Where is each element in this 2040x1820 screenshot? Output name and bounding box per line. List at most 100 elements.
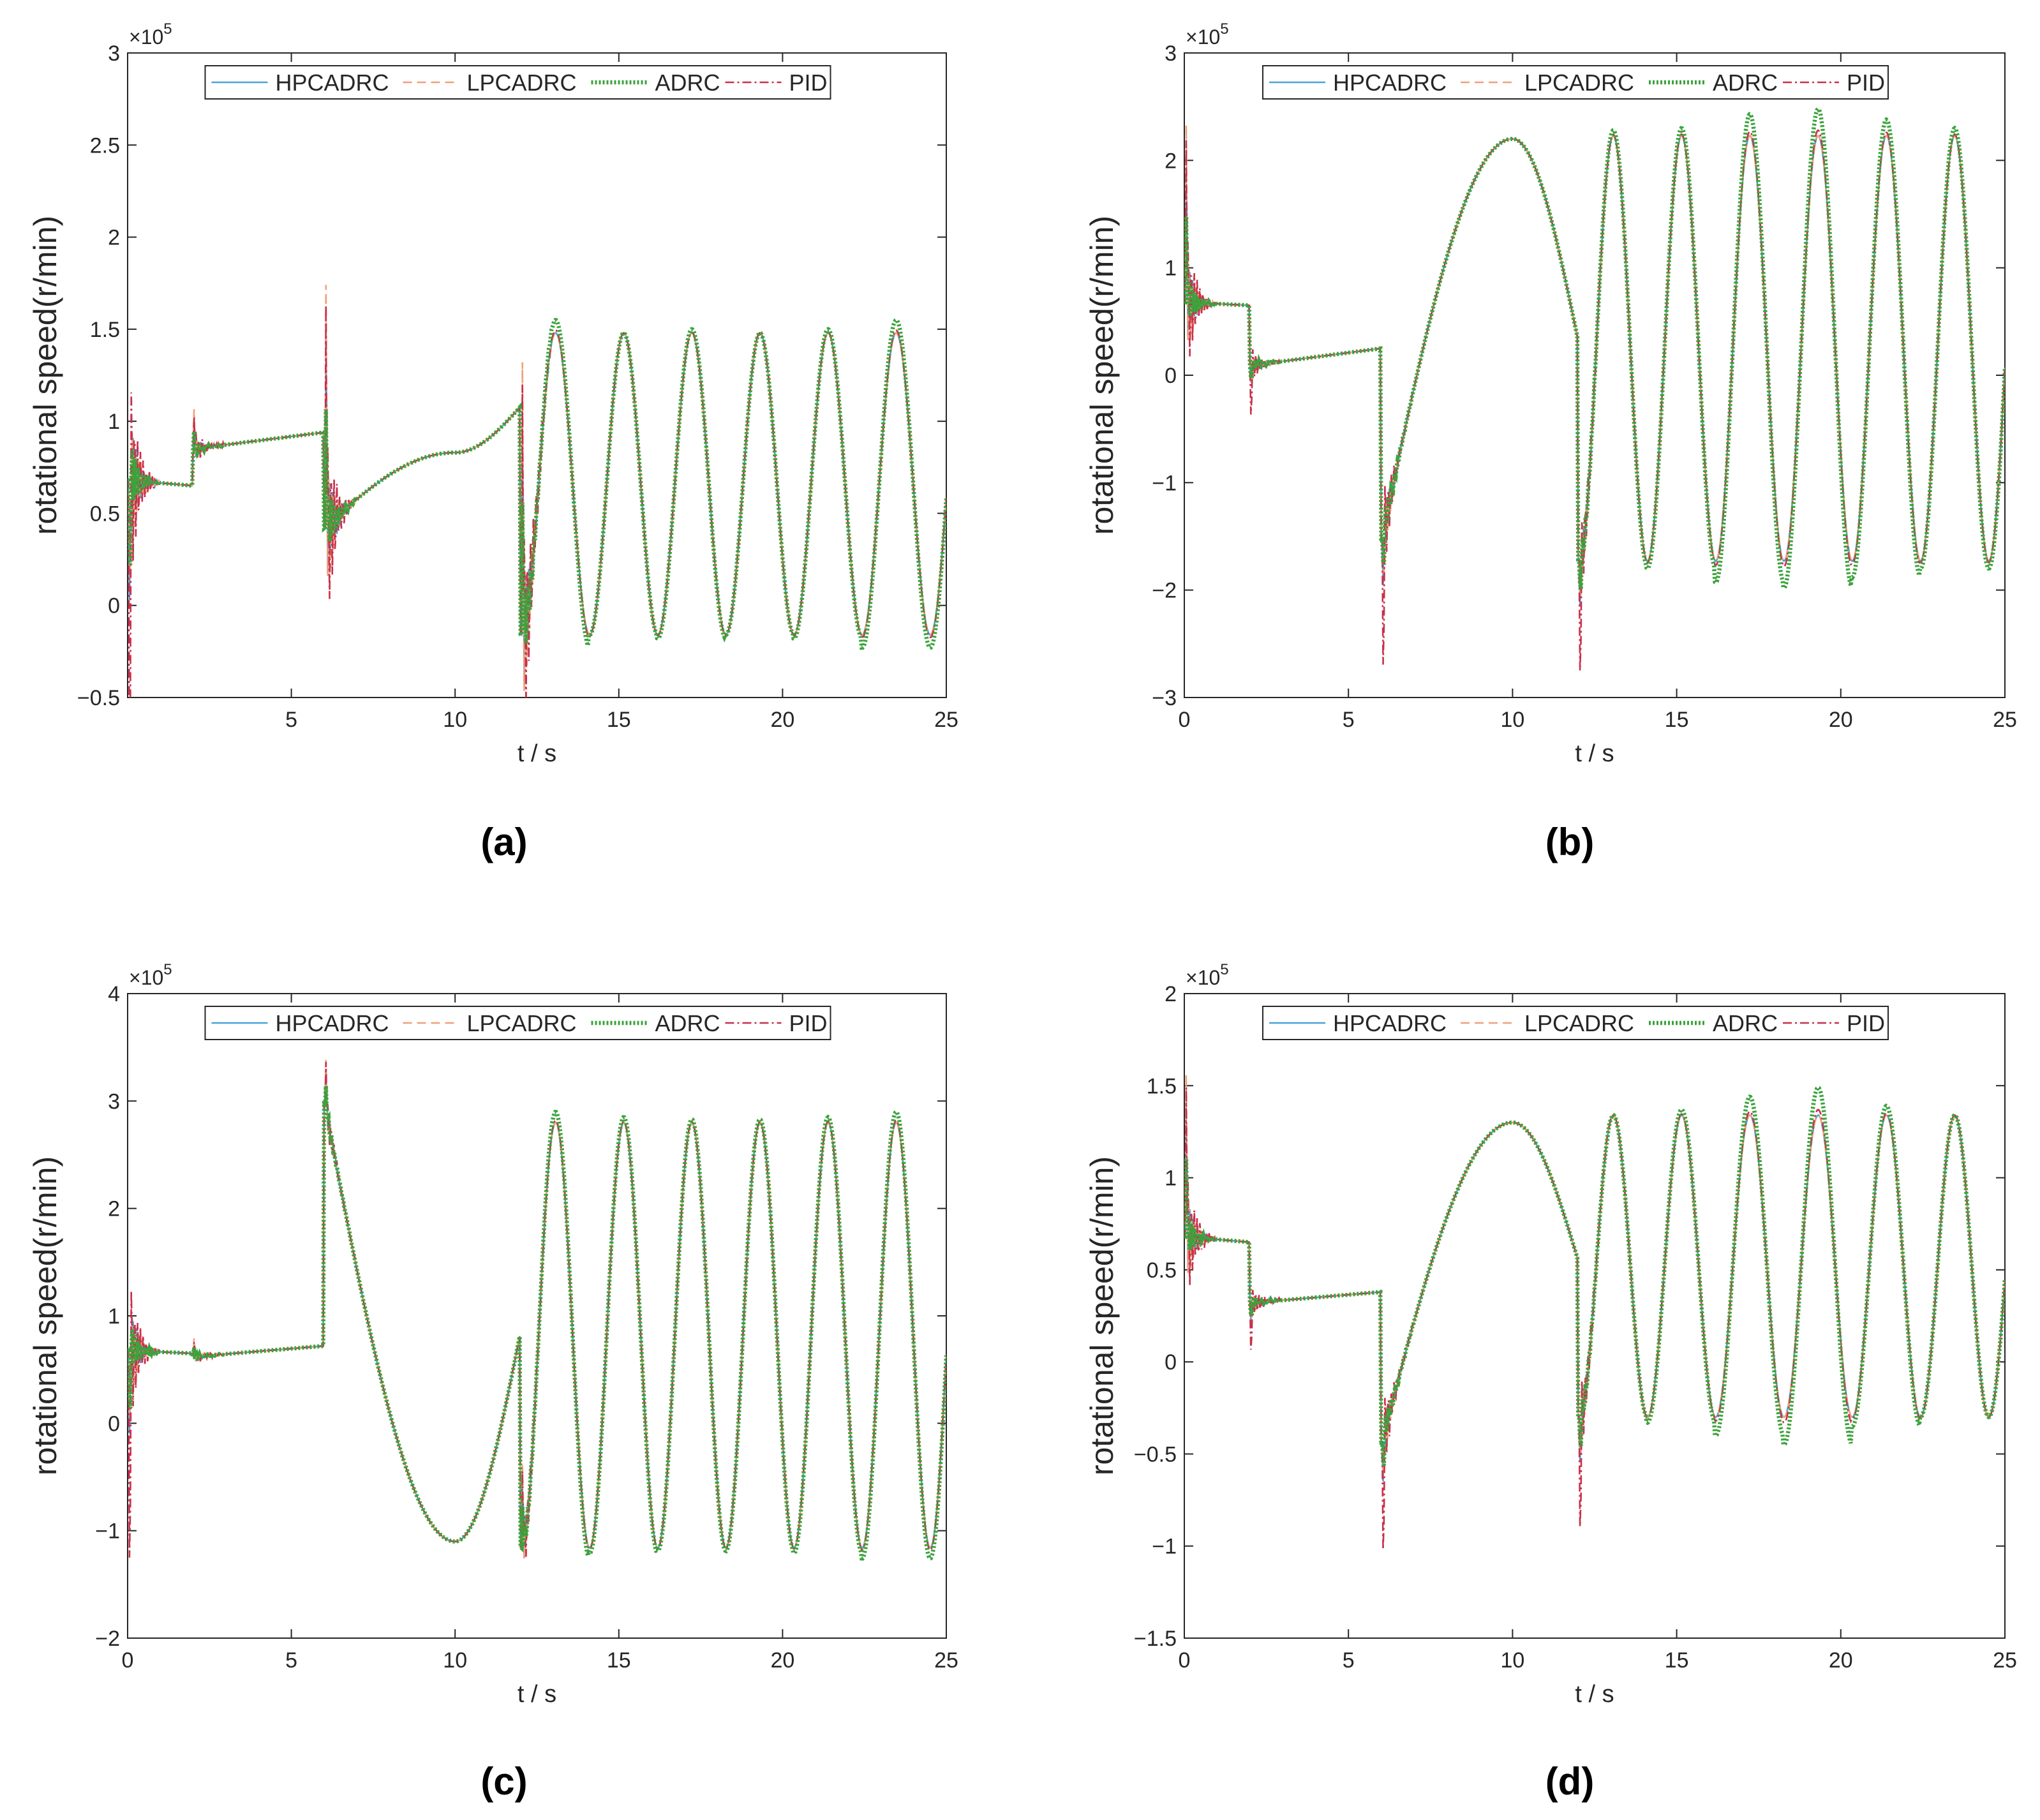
y-exponent-label: ×105 [1186, 20, 1229, 48]
y-tick-label: 1.5 [1147, 1074, 1177, 1098]
y-tick-label: 1 [1165, 257, 1177, 281]
x-tick-label: 0 [1179, 1648, 1191, 1673]
x-tick-label: 20 [1829, 1648, 1853, 1673]
y-axis-label: rotational speed(r/min) [1084, 216, 1120, 535]
y-tick-label: −2 [95, 1627, 120, 1651]
x-tick-label: 5 [285, 1648, 297, 1673]
x-tick-label: 10 [1500, 1648, 1524, 1673]
legend-label-lpcadrc: LPCADRC [1524, 1010, 1634, 1036]
y-axis-label: rotational speed(r/min) [1084, 1156, 1120, 1475]
x-axis-label: t / s [1575, 740, 1614, 767]
y-tick-label: 2.5 [90, 133, 120, 158]
y-tick-label: 3 [108, 1089, 120, 1114]
y-tick-label: 1.5 [90, 318, 120, 342]
y-tick-label: 1 [1165, 1167, 1177, 1191]
x-tick-label: 10 [1500, 708, 1524, 732]
y-tick-label: 2 [1165, 982, 1177, 1006]
y-tick-label: −1 [1152, 471, 1177, 495]
y-tick-label: 3 [1165, 41, 1177, 66]
y-tick-label: 0 [108, 594, 120, 618]
x-tick-label: 10 [443, 1648, 467, 1673]
y-axis-label: rotational speed(r/min) [27, 216, 63, 535]
series-line-pid [128, 305, 946, 697]
legend-label-lpcadrc: LPCADRC [467, 70, 577, 96]
x-tick-label: 20 [770, 1648, 794, 1673]
y-tick-label: 2 [1165, 149, 1177, 173]
x-tick-label: 20 [770, 708, 794, 732]
exponent-base: ×10 [1186, 26, 1220, 48]
y-tick-label: 2 [108, 1197, 120, 1221]
legend-label-adrc: ADRC [1713, 70, 1778, 96]
legend-label-hpcadrc: HPCADRC [276, 70, 389, 96]
y-exponent-label: ×105 [129, 961, 172, 989]
series-line-pid [1184, 129, 2005, 671]
x-tick-label: 10 [443, 708, 467, 732]
legend-label-pid: PID [1847, 70, 1885, 96]
y-tick-label: 0 [108, 1412, 120, 1436]
exponent-power: 5 [163, 961, 172, 978]
y-tick-label: −1.5 [1134, 1627, 1177, 1651]
y-tick-label: 3 [108, 41, 120, 66]
series-line-adrc [128, 317, 946, 650]
legend-label-lpcadrc: LPCADRC [467, 1010, 577, 1036]
x-tick-label: 15 [607, 1648, 631, 1673]
y-axis-label: rotational speed(r/min) [27, 1156, 63, 1475]
y-tick-label: −0.5 [1134, 1442, 1177, 1466]
x-tick-label: 25 [1993, 1648, 2017, 1673]
x-tick-label: 15 [1665, 1648, 1689, 1673]
x-tick-label: 0 [1179, 708, 1191, 732]
legend-label-hpcadrc: HPCADRC [1333, 70, 1447, 96]
plot-area [127, 52, 947, 698]
x-tick-label: 5 [285, 708, 297, 732]
x-tick-label: 25 [934, 1648, 958, 1673]
y-tick-label: −0.5 [77, 686, 120, 710]
exponent-power: 5 [1220, 961, 1228, 978]
legend: HPCADRC LPCADRC ADRC PID [1262, 1006, 1889, 1040]
legend-label-pid: PID [789, 70, 828, 96]
panel-label: (b) [1545, 821, 1595, 863]
panel-label: (a) [480, 821, 527, 863]
y-tick-label: 0 [1165, 1350, 1177, 1375]
y-tick-label: −3 [1152, 686, 1177, 710]
legend-label-adrc: ADRC [1713, 1010, 1778, 1036]
x-tick-label: 25 [934, 708, 958, 732]
y-tick-label: −2 [1152, 579, 1177, 603]
exponent-base: ×10 [129, 966, 163, 989]
exponent-power: 5 [1220, 20, 1228, 38]
legend: HPCADRC LPCADRC ADRC PID [204, 65, 831, 100]
x-axis-label: t / s [1575, 1681, 1614, 1708]
legend-label-hpcadrc: HPCADRC [1333, 1010, 1447, 1036]
exponent-base: ×10 [129, 26, 163, 48]
series-line-lpcadrc [128, 1059, 946, 1560]
legend-label-pid: PID [789, 1010, 828, 1036]
legend: HPCADRC LPCADRC ADRC PID [204, 1006, 831, 1040]
y-tick-label: 4 [108, 982, 120, 1006]
legend-label-adrc: ADRC [655, 1010, 720, 1036]
plot-area [127, 993, 947, 1639]
x-axis-label: t / s [517, 740, 556, 767]
y-exponent-label: ×105 [129, 20, 172, 48]
panel-label: (c) [480, 1760, 527, 1803]
y-tick-label: −1 [1152, 1535, 1177, 1559]
y-tick-label: 0.5 [90, 502, 120, 526]
y-tick-label: 0 [1165, 364, 1177, 388]
series-line-adrc [128, 1085, 946, 1564]
x-axis-label: t / s [517, 1681, 556, 1708]
legend-label-adrc: ADRC [655, 70, 720, 96]
exponent-power: 5 [163, 20, 172, 38]
x-tick-label: 25 [1993, 708, 2017, 732]
y-tick-label: 1 [108, 410, 120, 434]
legend-label-pid: PID [1847, 1010, 1885, 1036]
x-tick-label: 15 [607, 708, 631, 732]
y-exponent-label: ×105 [1186, 961, 1229, 989]
legend-label-hpcadrc: HPCADRC [276, 1010, 389, 1036]
x-tick-label: 15 [1665, 708, 1689, 732]
legend-label-lpcadrc: LPCADRC [1524, 70, 1634, 96]
y-tick-label: −1 [95, 1519, 120, 1544]
y-tick-label: 1 [108, 1304, 120, 1329]
